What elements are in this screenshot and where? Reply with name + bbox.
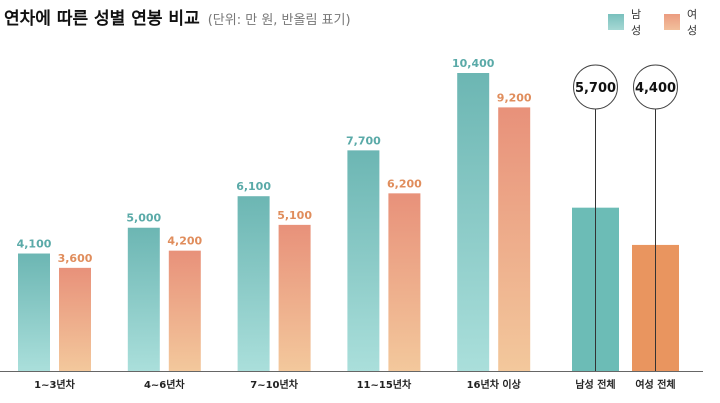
value-label-male: 4,100 bbox=[17, 238, 52, 251]
callout-circle bbox=[573, 64, 618, 110]
bar-male bbox=[237, 196, 270, 371]
chart-subtitle: (단위: 만 원, 반올림 표기) bbox=[207, 13, 351, 28]
title-text: 연차에 따른 성별 연봉 비교 bbox=[4, 9, 200, 29]
total-value-label: 4,400 bbox=[635, 81, 676, 96]
category-label: 4~6년차 bbox=[144, 378, 185, 391]
legend: 남성 여성 bbox=[608, 6, 720, 38]
value-label-female: 6,200 bbox=[387, 177, 422, 190]
value-label-female: 3,600 bbox=[58, 252, 93, 265]
bar-female bbox=[388, 193, 421, 371]
value-label-male: 6,100 bbox=[236, 180, 271, 193]
bar-male bbox=[127, 227, 160, 371]
value-label-female: 4,200 bbox=[167, 235, 202, 248]
legend-swatch-male bbox=[608, 14, 624, 30]
value-label-male: 7,700 bbox=[346, 134, 381, 147]
legend-label-female: 여성 bbox=[686, 8, 698, 37]
bar-male bbox=[457, 73, 490, 371]
value-label-female: 9,200 bbox=[497, 91, 532, 104]
legend-swatch-female bbox=[664, 14, 680, 30]
legend-label-male: 남성 bbox=[630, 8, 642, 37]
category-label: 16년차 이상 bbox=[467, 378, 522, 391]
chart-title: 연차에 따른 성별 연봉 비교 (단위: 만 원, 반올림 표기) bbox=[4, 4, 351, 29]
value-label-male: 5,000 bbox=[126, 212, 161, 225]
category-label: 7~10년차 bbox=[250, 378, 298, 391]
total-value-label: 5,700 bbox=[575, 81, 616, 96]
bar-female bbox=[168, 250, 201, 371]
value-label-male: 10,400 bbox=[452, 57, 495, 70]
callout-circle bbox=[633, 64, 678, 110]
bar-male bbox=[18, 253, 50, 371]
bar-female bbox=[498, 107, 531, 371]
category-label: 1~3년차 bbox=[34, 378, 75, 391]
legend-item-male[interactable]: 남성 bbox=[608, 6, 650, 38]
legend-item-female[interactable]: 여성 bbox=[664, 6, 706, 38]
bar-female bbox=[59, 267, 91, 371]
value-label-female: 5,100 bbox=[277, 209, 312, 222]
category-label: 여성 전체 bbox=[635, 378, 675, 391]
bar-female bbox=[278, 224, 311, 371]
bar-male bbox=[347, 150, 380, 371]
category-label: 11~15년차 bbox=[357, 378, 412, 391]
category-label: 남성 전체 bbox=[575, 378, 615, 391]
